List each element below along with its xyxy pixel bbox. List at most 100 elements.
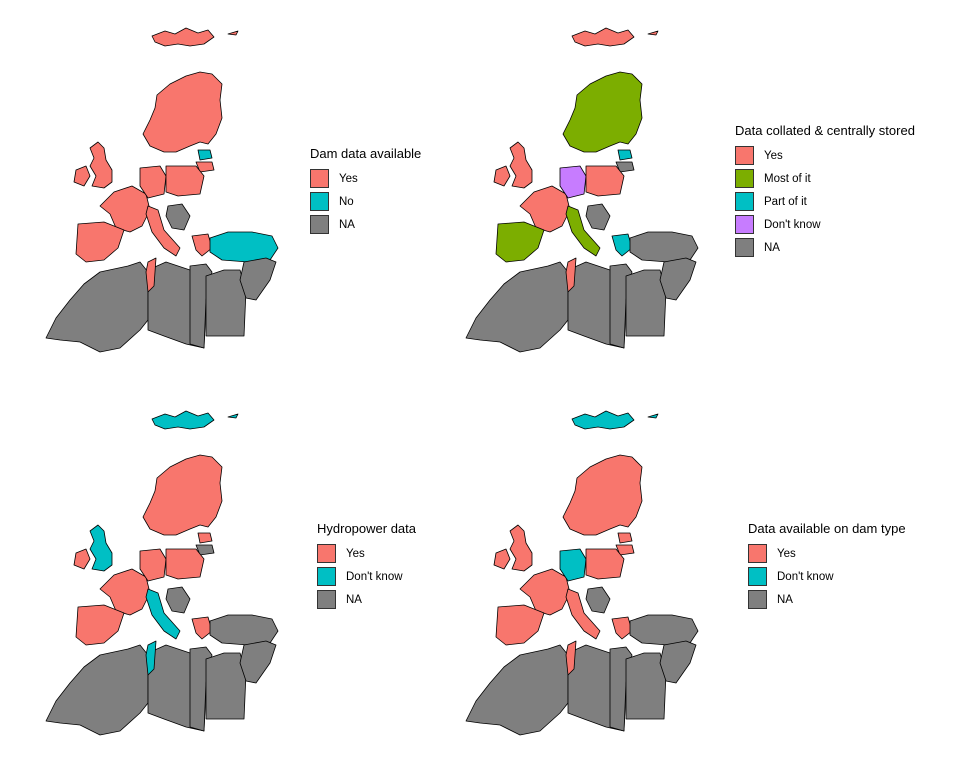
region-ireland (493, 165, 511, 187)
region-balkans (585, 203, 611, 231)
region-levant (239, 640, 277, 684)
region-maghreb-w (45, 261, 149, 353)
region-eastern (165, 165, 205, 197)
region-italy (145, 588, 181, 640)
region-baltic-a (617, 532, 633, 544)
legend-title: Data collated & centrally stored (735, 123, 915, 138)
legend-item: Yes (735, 144, 915, 167)
legend-swatch (748, 544, 767, 563)
legend-label: Most of it (764, 172, 811, 185)
legend-swatch (735, 238, 754, 257)
legend-label: Don't know (777, 570, 834, 583)
region-balkans (165, 586, 191, 614)
region-svalbard (571, 410, 635, 430)
region-iberia (75, 604, 125, 646)
legend-item: Don't know (748, 565, 906, 588)
region-scandinavia (562, 71, 643, 153)
region-svalbard (571, 27, 635, 47)
region-uk (509, 141, 533, 189)
region-central (139, 548, 167, 582)
legend-label: No (339, 195, 354, 208)
map-dam-type (465, 410, 699, 736)
region-greece (611, 616, 633, 640)
region-iberia (495, 604, 545, 646)
region-tunisia (145, 257, 157, 293)
region-turkey (209, 231, 279, 263)
legend-swatch (310, 192, 329, 211)
legend-swatch (748, 590, 767, 609)
legend-label: NA (777, 593, 793, 606)
map-dam-data (45, 27, 279, 353)
region-levant (239, 257, 277, 301)
map-data-collated (465, 27, 699, 353)
region-eastern (585, 165, 625, 197)
legend-label: Yes (764, 149, 783, 162)
region-italy (565, 588, 601, 640)
region-turkey (209, 614, 279, 646)
region-balkans (585, 586, 611, 614)
region-italy (565, 205, 601, 257)
legend-title: Data available on dam type (748, 521, 906, 536)
legend-label: NA (764, 241, 780, 254)
legend-title: Dam data available (310, 146, 422, 161)
region-central (139, 165, 167, 199)
region-maghreb-w (45, 644, 149, 736)
region-eastern (165, 548, 205, 580)
region-italy (145, 205, 181, 257)
region-scandinavia (562, 454, 643, 536)
legend-item: NA (317, 588, 416, 611)
region-turkey (629, 614, 699, 646)
region-greece (191, 616, 213, 640)
region-baltic-b (615, 161, 635, 173)
legend-item: Don't know (317, 565, 416, 588)
legend-title: Hydropower data (317, 521, 416, 536)
legend-swatch (317, 567, 336, 586)
region-svalbard (227, 413, 239, 419)
legend-item: Part of it (735, 190, 915, 213)
region-svalbard (227, 30, 239, 36)
legend-label: Don't know (346, 570, 403, 583)
region-levant (659, 257, 697, 301)
region-svalbard (647, 413, 659, 419)
region-greece (611, 233, 633, 257)
region-ireland (493, 548, 511, 570)
region-iberia (75, 221, 125, 263)
region-baltic-b (195, 161, 215, 173)
region-greece (191, 233, 213, 257)
region-svalbard (647, 30, 659, 36)
legend-item: No (310, 190, 421, 213)
legend-hydropower: Hydropower data Yes Don't know NA (317, 521, 416, 611)
legend-label: Yes (339, 172, 358, 185)
legend-label: NA (339, 218, 355, 231)
legend-swatch (735, 192, 754, 211)
panel-dam-data: Dam data available Yes No NA (0, 0, 489, 383)
region-svalbard (151, 27, 215, 47)
legend-swatch (735, 215, 754, 234)
region-iberia (495, 221, 545, 263)
legend-label: Part of it (764, 195, 807, 208)
region-svalbard (151, 410, 215, 430)
region-ireland (73, 548, 91, 570)
legend-item: NA (310, 213, 421, 236)
region-western (519, 185, 571, 233)
region-tunisia (565, 640, 577, 676)
region-baltic-a (197, 149, 213, 161)
region-western (519, 568, 571, 616)
legend-item: Yes (317, 542, 416, 565)
region-western (99, 185, 151, 233)
region-central (559, 165, 587, 199)
region-tunisia (145, 640, 157, 676)
region-baltic-a (617, 149, 633, 161)
legend-label: Don't know (764, 218, 821, 231)
region-baltic-b (195, 544, 215, 556)
legend-label: Yes (346, 547, 365, 560)
legend-item: NA (735, 236, 915, 259)
region-scandinavia (142, 454, 223, 536)
legend-swatch (735, 169, 754, 188)
region-scandinavia (142, 71, 223, 153)
legend-item: Don't know (735, 213, 915, 236)
region-uk (89, 524, 113, 572)
region-uk (509, 524, 533, 572)
legend-item: Yes (748, 542, 906, 565)
legend-dam-data: Dam data available Yes No NA (310, 146, 421, 236)
